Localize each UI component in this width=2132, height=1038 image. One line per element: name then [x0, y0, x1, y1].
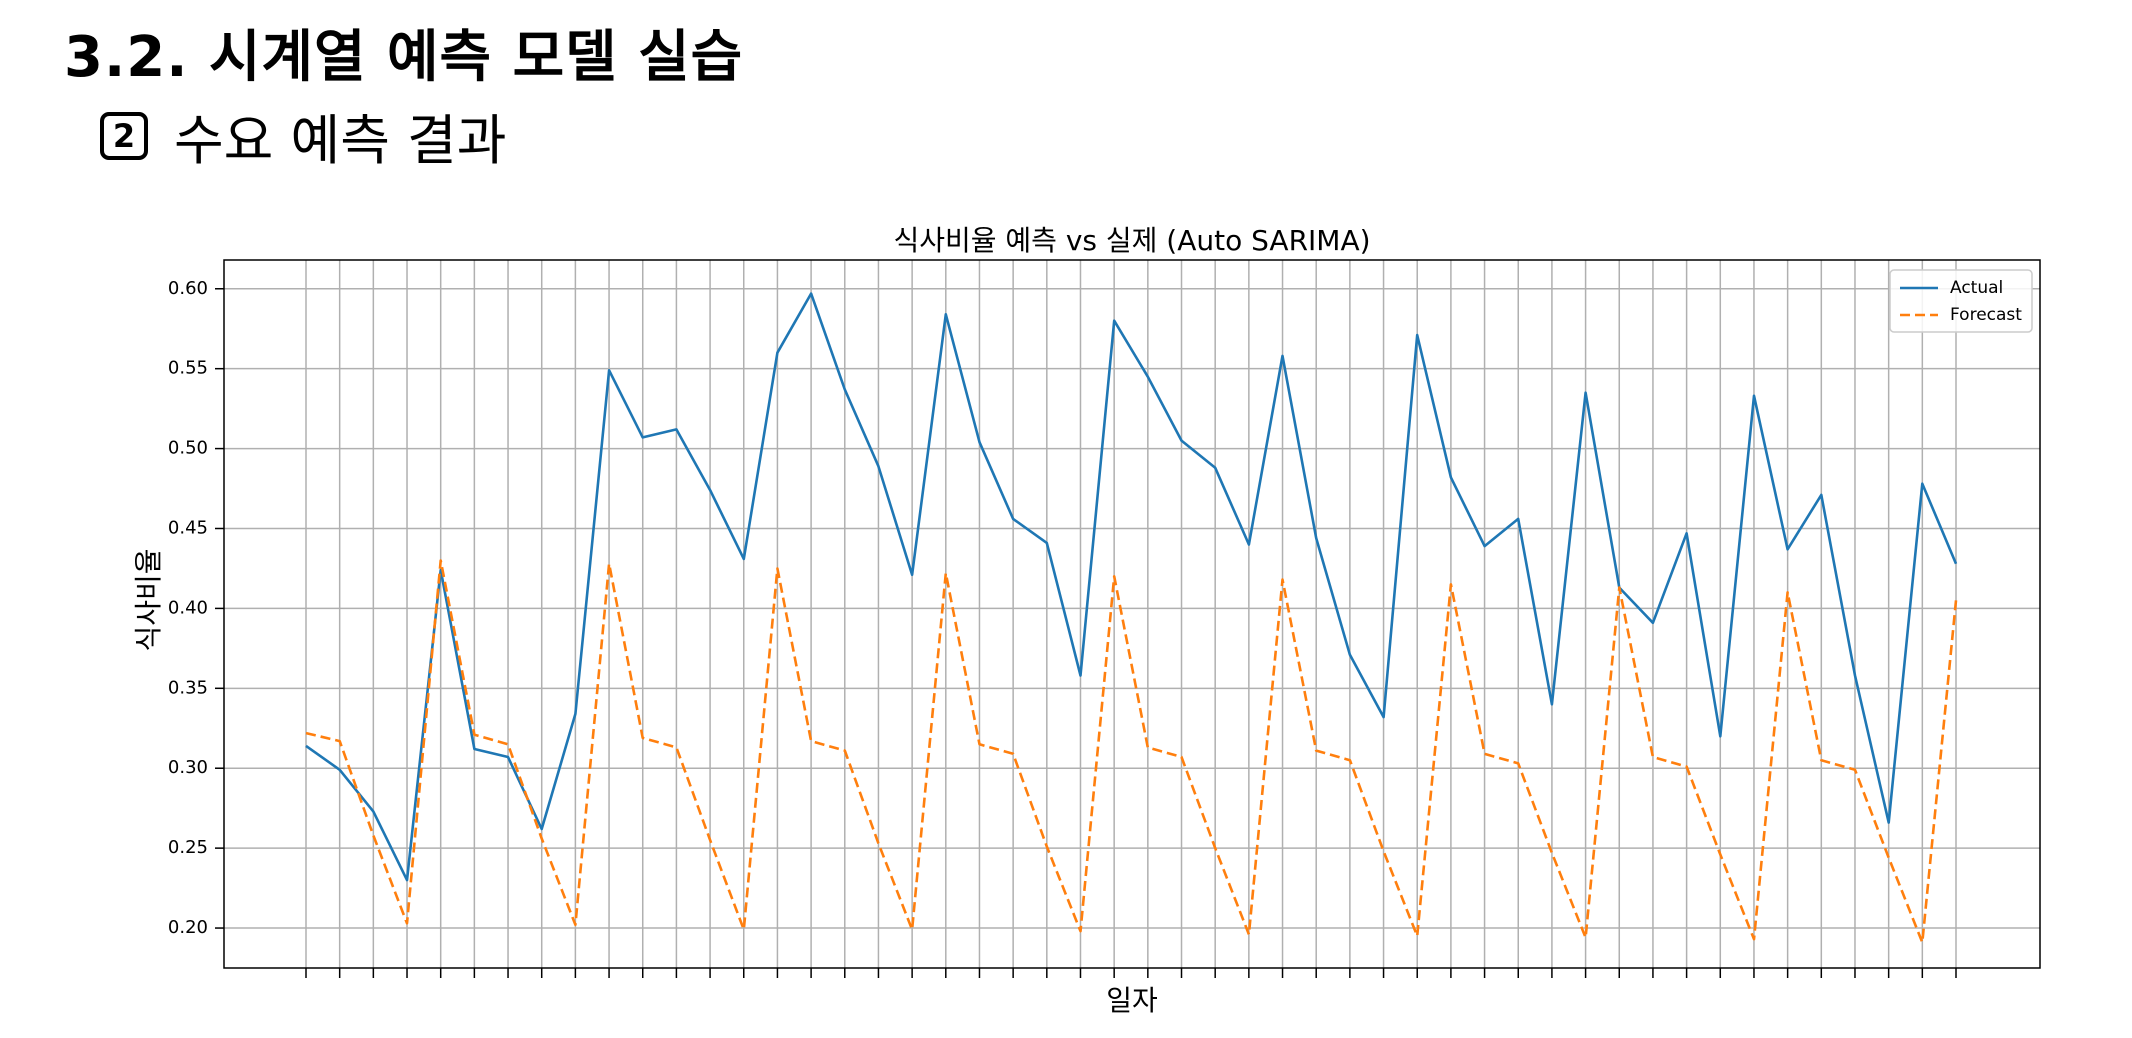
y-tick-label: 0.45	[168, 517, 208, 538]
chart-series	[305, 292, 1958, 944]
y-tick-label: 0.30	[168, 757, 208, 778]
y-tick-label: 0.35	[168, 677, 208, 698]
legend-label-forecast: Forecast	[1950, 305, 2022, 325]
plot-frame	[223, 259, 2041, 969]
legend-box	[1889, 269, 2033, 333]
y-tick-label: 0.50	[168, 438, 208, 459]
y-axis-label: 식사비율	[132, 548, 165, 651]
slide-title: 3.2. 시계열 예측 모델 실습	[64, 25, 744, 90]
chart-grid	[224, 260, 2040, 968]
section-number-badge: 2	[100, 111, 148, 160]
y-tick-label: 0.40	[168, 597, 208, 618]
chart-title: 식사비율 예측 vs 실제 (Auto SARIMA)	[893, 224, 1370, 257]
y-tick-label: 0.20	[168, 917, 208, 938]
chart-legend: Actual Forecast	[1889, 269, 2033, 333]
series-line-actual	[305, 292, 1958, 882]
subheading-text: 수요 예측 결과	[174, 109, 507, 172]
legend-label-actual: Actual	[1950, 278, 2003, 298]
series-line-forecast	[305, 559, 1958, 944]
y-tick-label: 0.55	[168, 358, 208, 379]
subheading: 2 수요 예측 결과	[100, 96, 506, 175]
y-tick-label: 0.25	[168, 837, 208, 858]
chart-axes: 0.20 0.25 0.30 0.35 0.40 0.45 0.50 0.55 0.60	[168, 278, 1957, 978]
x-axis-label: 일자	[1106, 984, 1158, 1017]
y-tick-label: 0.60	[168, 278, 208, 299]
